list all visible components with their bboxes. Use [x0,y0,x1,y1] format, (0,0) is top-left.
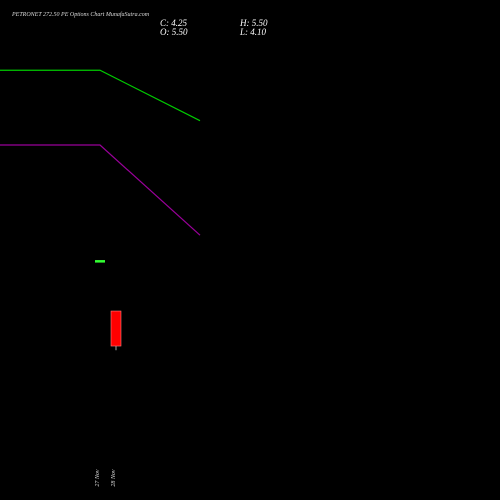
readout-value: 4.10 [250,27,266,37]
indicator-line [0,69,201,122]
indicator-line [0,144,201,236]
readout: O: 5.50 [160,27,188,37]
readout-name: H: [239,18,250,28]
candle-body [95,260,105,263]
x-tick-label: 27 Nov [95,469,101,487]
readout: C: 4.25 [160,18,188,28]
readout-name: O: [160,27,170,37]
readout-value: 5.50 [252,18,268,28]
x-tick-label: 28 Nov [111,469,117,487]
candle-body [110,310,122,347]
readout-value: 4.25 [171,18,187,28]
readout-value: 5.50 [172,27,188,37]
readout-name: C: [160,18,169,28]
readout: H: 5.50 [239,18,268,28]
readout-name: L: [239,27,248,37]
readout: L: 4.10 [239,27,267,37]
chart-title: PETRONET 272.50 PE Options Chart MunafaS… [11,11,150,18]
